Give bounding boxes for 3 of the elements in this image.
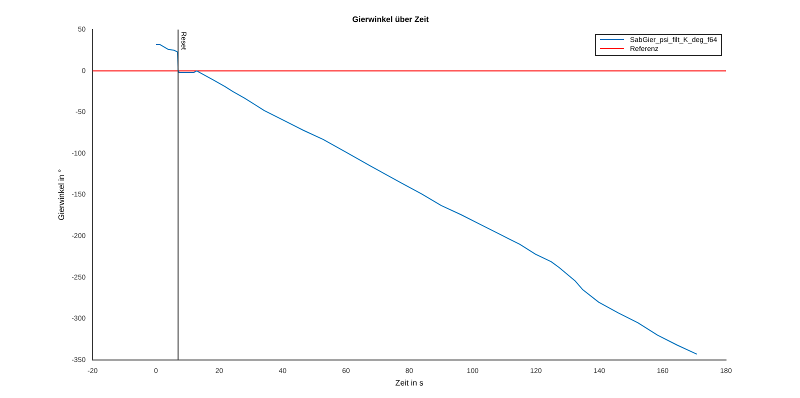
chart-title: Gierwinkel über Zeit — [352, 15, 430, 24]
x-axis-title: Zeit in s — [395, 378, 424, 388]
y-axis-title: Gierwinkel in ° — [57, 169, 66, 220]
